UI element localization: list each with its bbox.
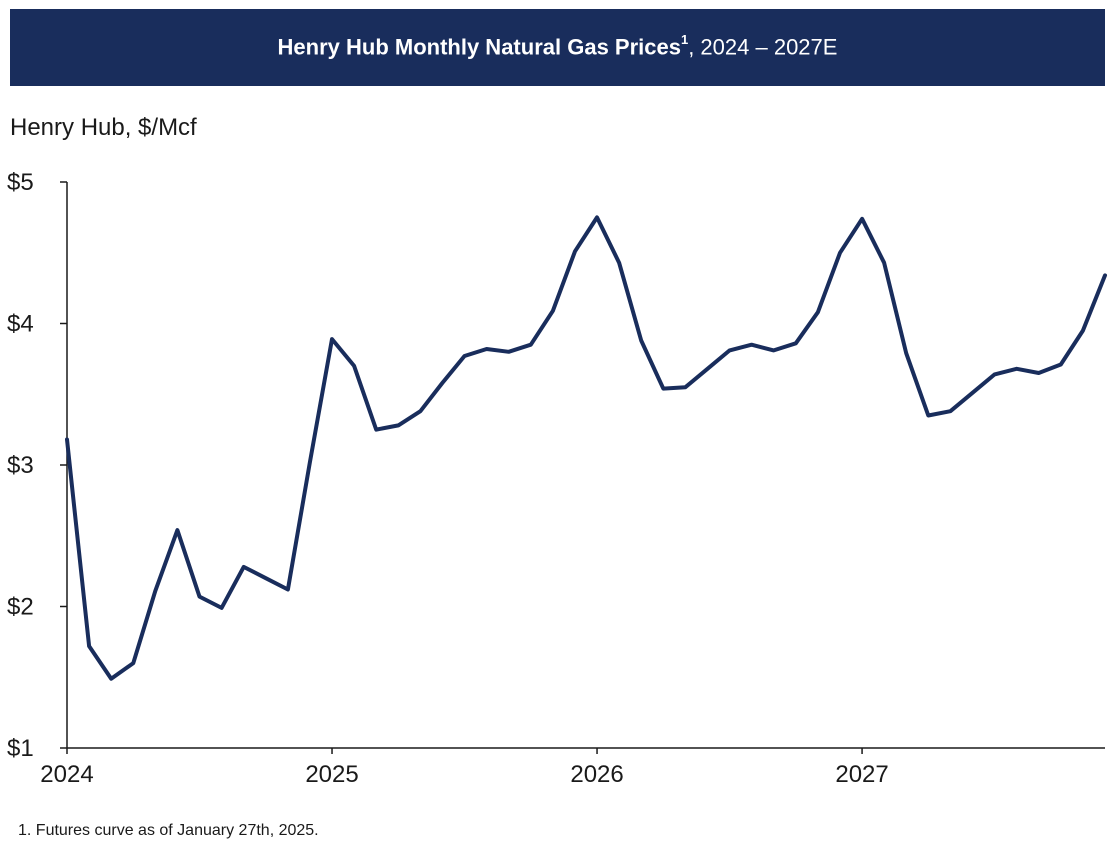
y-tick-label: $5	[7, 169, 34, 196]
price-series-line	[65, 215, 1107, 681]
x-tick-label: 2025	[305, 761, 358, 788]
y-tick-label: $2	[7, 594, 34, 621]
x-tick-label: 2027	[835, 761, 888, 788]
y-tick-label: $4	[7, 311, 34, 338]
y-tick-label: $1	[7, 735, 34, 762]
y-tick-label: $3	[7, 452, 34, 479]
x-tick-label: 2026	[570, 761, 623, 788]
chart-title-banner: Henry Hub Monthly Natural Gas Prices1, 2…	[10, 9, 1105, 86]
y-axis-label: Henry Hub, $/Mcf	[10, 114, 197, 141]
chart-title-bold: Henry Hub Monthly Natural Gas Prices	[277, 34, 681, 60]
chart-title-footnote-marker: 1	[680, 32, 689, 48]
chart-title-rest: , 2024 – 2027E	[688, 34, 838, 60]
footnote: 1. Futures curve as of January 27th, 202…	[18, 822, 319, 839]
x-tick-label: 2024	[40, 761, 93, 788]
chart-title: Henry Hub Monthly Natural Gas Prices1, 2…	[277, 32, 838, 60]
